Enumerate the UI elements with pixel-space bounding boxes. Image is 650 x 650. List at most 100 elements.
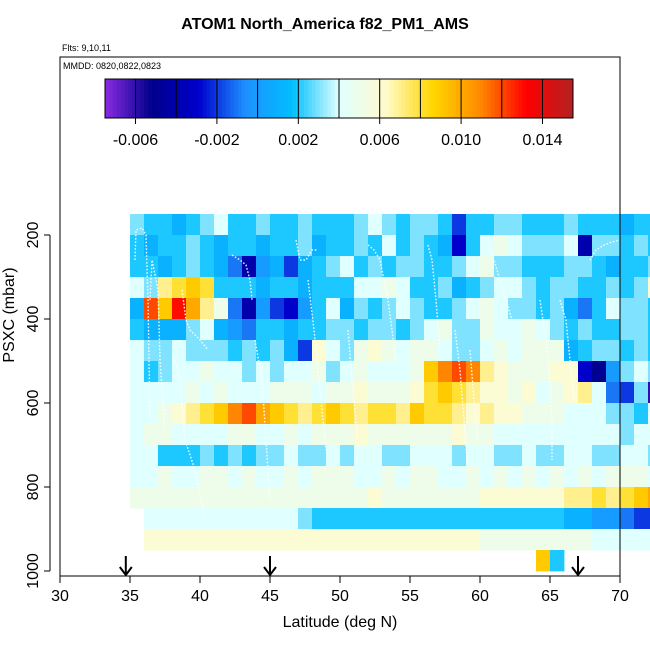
heatmap-cell [508, 403, 523, 425]
heatmap-cell [550, 403, 565, 425]
heatmap-cell [368, 256, 383, 278]
heatmap-cell [340, 256, 355, 278]
colorbar-segment [288, 79, 293, 118]
heatmap-cell [396, 424, 411, 446]
heatmap-cell [172, 340, 187, 362]
heatmap-cell [522, 214, 537, 236]
heatmap-cell [144, 319, 159, 341]
heatmap-cell [270, 319, 285, 341]
heatmap-cell [214, 277, 229, 299]
heatmap-cell [326, 214, 341, 236]
heatmap-cell [312, 298, 327, 320]
heatmap-cell [466, 508, 481, 530]
heatmap-cell [158, 319, 173, 341]
heatmap-cell [550, 298, 565, 320]
heatmap-cell [634, 298, 649, 320]
heatmap-cell [536, 403, 551, 425]
colorbar-segment [448, 79, 453, 118]
heatmap-cell [522, 298, 537, 320]
heatmap-cell [186, 235, 201, 257]
heatmap-cell [606, 445, 621, 467]
heatmap-cell [536, 508, 551, 530]
heatmap-cell [438, 466, 453, 488]
heatmap-cell [480, 361, 495, 383]
heatmap-cell [368, 361, 383, 383]
heatmap-cell [228, 214, 243, 236]
heatmap-cell [466, 361, 481, 383]
heatmap-cell [172, 319, 187, 341]
heatmap-cell [592, 214, 607, 236]
heatmap-cell [578, 508, 593, 530]
heatmap-cell [158, 277, 173, 299]
heatmap-cell [284, 214, 299, 236]
heatmap-cell [466, 529, 481, 551]
heatmap-cell [466, 466, 481, 488]
heatmap-cell [354, 319, 369, 341]
heatmap-cell [578, 529, 593, 551]
heatmap-cell [620, 403, 635, 425]
heatmap-cell [298, 424, 313, 446]
flight-track [181, 289, 209, 351]
colorbar-segment [218, 79, 223, 118]
colorbar-segment [257, 79, 262, 118]
heatmap-cell [592, 340, 607, 362]
flight-track [539, 299, 553, 460]
heatmap-cell [256, 235, 271, 257]
heatmap-cell [242, 508, 257, 530]
heatmap-cell [564, 445, 579, 467]
heatmap-cell [648, 466, 650, 488]
colorbar-segment [183, 79, 188, 118]
heatmap-cell [340, 319, 355, 341]
heatmap-cell [354, 508, 369, 530]
heatmap-cell [522, 340, 537, 362]
heatmap-cell [298, 361, 313, 383]
heatmap-cell [606, 403, 621, 425]
heatmap-cell [578, 361, 593, 383]
heatmap-cell [438, 235, 453, 257]
heatmap-cell [256, 214, 271, 236]
heatmap-cell [592, 256, 607, 278]
colorbar-segment [549, 79, 554, 118]
heatmap-cell [648, 382, 650, 404]
colorbar-segment [292, 79, 297, 118]
colorbar-segment [483, 79, 488, 118]
heatmap-cell [550, 319, 565, 341]
heatmap-cell [480, 382, 495, 404]
heatmap-cell [298, 508, 313, 530]
heatmap-cell [508, 319, 523, 341]
heatmap-cell [298, 256, 313, 278]
heatmap-cell [172, 277, 187, 299]
heatmap-cell [228, 382, 243, 404]
heatmap-cell [312, 529, 327, 551]
colorbar-segment [459, 79, 465, 118]
heatmap-cell [340, 529, 355, 551]
heatmap-cell [550, 361, 565, 383]
heatmap-cell [242, 235, 257, 257]
heatmap-cell [144, 403, 159, 425]
heatmap-cell [480, 508, 495, 530]
heatmap-cell [242, 403, 257, 425]
heatmap-cell [326, 361, 341, 383]
heatmap-cell [228, 424, 243, 446]
heatmap-cell [186, 403, 201, 425]
heatmap-cell [424, 508, 439, 530]
heatmap-cell [228, 298, 243, 320]
colorbar-segment [370, 79, 375, 118]
y-axis: 200 400 600 800 1000 [25, 222, 51, 589]
colorbar-segment [413, 79, 418, 118]
colorbar-segment [163, 79, 168, 118]
colorbar-segment [284, 79, 289, 118]
heatmap-cell [368, 466, 383, 488]
heatmap-cell [480, 256, 495, 278]
flight-track [347, 329, 361, 461]
heatmap-cell [256, 445, 271, 467]
heatmap-cell [172, 214, 187, 236]
colorbar-segment [331, 79, 336, 118]
heatmap-cell [550, 382, 565, 404]
heatmap-cell [270, 487, 285, 509]
heatmap-cell [354, 403, 369, 425]
colorbar-segment [249, 79, 254, 118]
heatmap-cell [368, 445, 383, 467]
heatmap-cell [130, 277, 145, 299]
heatmap-cell [340, 508, 355, 530]
